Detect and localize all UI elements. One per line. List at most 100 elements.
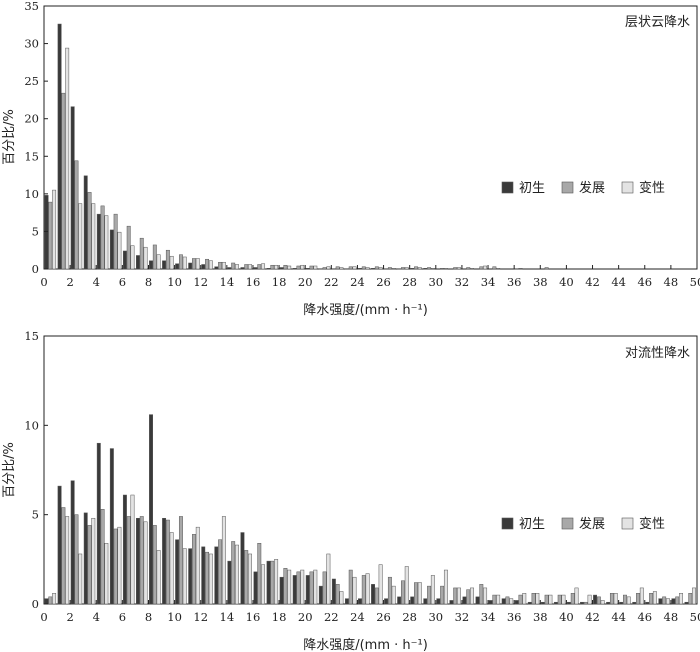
bar-发展-20 — [309, 571, 314, 605]
bar-变性-26 — [391, 585, 396, 605]
bar-初生-25 — [371, 268, 375, 270]
bar-初生-36 — [514, 600, 519, 605]
bar-变性-9 — [169, 255, 174, 270]
chart-title: 层状云降水 — [625, 15, 690, 30]
y-tick-label: 0 — [32, 597, 39, 611]
bar-发展-30 — [440, 585, 445, 605]
bar-初生-15 — [240, 267, 245, 270]
bar-发展-16 — [257, 543, 262, 605]
bar-变性-27 — [404, 267, 409, 270]
bar-初生-0 — [44, 195, 49, 270]
bar-变性-7 — [143, 521, 148, 605]
bar-发展-12 — [205, 258, 210, 270]
bar-变性-42 — [600, 600, 605, 605]
x-tick-label: 20 — [298, 275, 313, 289]
x-tick-label: 8 — [145, 610, 152, 624]
bar-初生-17 — [266, 560, 271, 605]
bar-发展-9 — [165, 249, 170, 270]
bar-变性-10 — [182, 548, 187, 605]
bar-变性-12 — [208, 553, 213, 605]
bar-变性-45 — [639, 587, 644, 605]
x-tick-label: 20 — [298, 610, 313, 624]
bar-初生-32 — [462, 596, 467, 605]
x-tick-label: 32 — [455, 275, 470, 289]
bar-初生-47 — [658, 598, 663, 605]
bar-发展-18 — [283, 568, 288, 605]
bar-初生-31 — [449, 600, 454, 605]
x-tick-label: 38 — [533, 275, 548, 289]
bar-初生-42 — [593, 594, 598, 605]
bar-初生-24 — [358, 268, 362, 270]
y-tick-label: 15 — [24, 149, 39, 163]
bar-初生-23 — [344, 598, 349, 605]
bar-变性-22 — [339, 267, 344, 270]
legend-swatch-变性 — [621, 181, 634, 194]
bar-发展-27 — [401, 580, 405, 605]
bar-发展-4 — [100, 509, 105, 605]
bar-发展-39 — [557, 594, 562, 605]
bar-变性-8 — [156, 550, 161, 605]
x-tick-label: 32 — [455, 610, 470, 624]
bar-发展-40 — [570, 593, 575, 605]
bar-初生-8 — [149, 260, 153, 270]
bar-初生-18 — [279, 267, 284, 270]
x-tick-label: 4 — [93, 610, 100, 624]
bar-发展-13 — [218, 261, 223, 270]
x-tick-label: 28 — [402, 610, 417, 624]
y-tick-label: 10 — [24, 418, 39, 432]
bar-变性-15 — [248, 264, 252, 270]
bar-发展-21 — [322, 571, 327, 605]
bar-发展-43 — [609, 593, 614, 605]
bar-发展-32 — [466, 589, 471, 605]
x-tick-label: 30 — [428, 275, 443, 289]
bar-发展-9 — [165, 519, 170, 605]
bar-发展-11 — [192, 534, 196, 605]
bar-变性-17 — [274, 559, 279, 605]
bar-初生-3 — [83, 512, 88, 605]
bar-初生-28 — [410, 596, 415, 605]
bar-初生-8 — [149, 414, 153, 605]
bar-初生-9 — [162, 517, 167, 605]
bar-发展-37 — [531, 593, 536, 605]
x-tick-label: 26 — [376, 610, 391, 624]
bar-变性-5 — [117, 231, 122, 270]
bar-发展-36 — [518, 594, 523, 605]
bar-变性-12 — [208, 260, 213, 270]
x-tick-label: 42 — [585, 275, 600, 289]
bar-发展-26 — [387, 576, 392, 605]
legend-label: 初生 — [519, 517, 545, 532]
x-tick-label: 6 — [119, 275, 126, 289]
bar-变性-27 — [404, 566, 409, 605]
bar-发展-47 — [662, 596, 667, 605]
bar-初生-2 — [70, 106, 75, 270]
bar-发展-0 — [48, 596, 53, 605]
bar-发展-44 — [623, 594, 627, 605]
bar-变性-24 — [365, 267, 370, 270]
bar-初生-30 — [436, 598, 441, 605]
bar-发展-30 — [440, 268, 445, 270]
bar-发展-1 — [61, 92, 66, 270]
x-tick-label: 8 — [145, 275, 152, 289]
x-tick-label: 40 — [559, 275, 574, 289]
bar-发展-17 — [270, 264, 275, 270]
bar-初生-13 — [214, 546, 219, 605]
bar-变性-28 — [417, 582, 422, 605]
bar-变性-17 — [274, 264, 279, 270]
bar-发展-29 — [427, 585, 432, 605]
bar-发展-15 — [244, 264, 249, 270]
bar-变性-6 — [130, 245, 135, 270]
bar-发展-5 — [113, 528, 118, 605]
legend-swatch-初生 — [501, 181, 514, 194]
x-tick-label: 12 — [193, 275, 208, 289]
bar-初生-35 — [501, 598, 506, 605]
bar-变性-2 — [78, 203, 83, 270]
bar-初生-16 — [253, 571, 258, 605]
bar-发展-4 — [100, 205, 105, 270]
legend-label: 变性 — [639, 516, 665, 532]
bar-变性-11 — [195, 526, 200, 605]
bar-发展-24 — [361, 266, 366, 270]
bar-发展-27 — [401, 267, 405, 270]
bar-初生-4 — [96, 442, 101, 605]
bar-变性-1 — [65, 516, 70, 605]
x-tick-label: 16 — [246, 275, 261, 289]
